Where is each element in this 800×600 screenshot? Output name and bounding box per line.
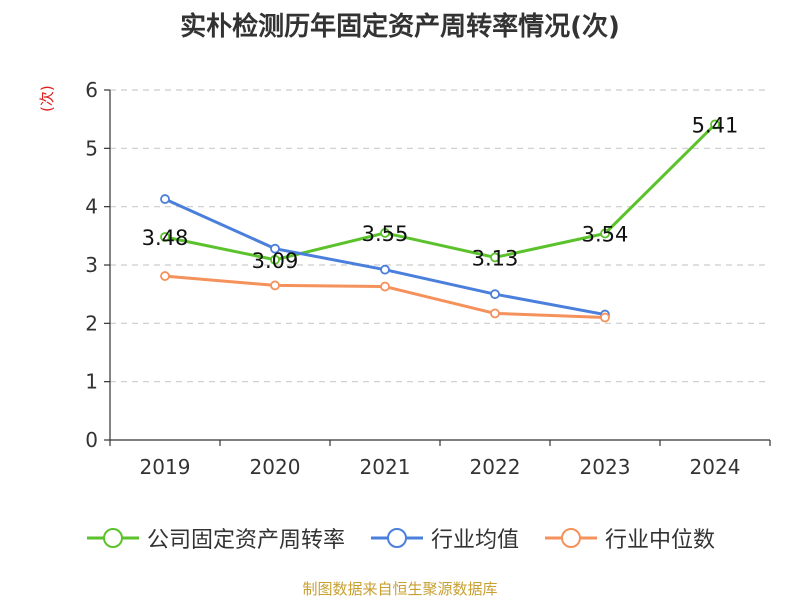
series-point-1 [160, 194, 170, 204]
legend-item[interactable]: 行业中位数 [543, 522, 715, 554]
y-tick-label: 2 [85, 311, 98, 335]
legend-marker-icon [370, 528, 423, 548]
series-point-2 [490, 308, 500, 319]
series-point-2 [600, 312, 610, 323]
series-point-1 [490, 289, 500, 300]
data-label: 3.55 [362, 222, 409, 246]
legend-marker-icon [86, 528, 139, 548]
y-tick-label: 1 [85, 370, 98, 394]
chart-title: 实朴检测历年固定资产周转率情况(次) [180, 12, 620, 42]
data-label: 3.13 [472, 246, 519, 270]
data-label: 3.48 [142, 226, 189, 250]
series-point-0 [160, 232, 170, 242]
y-tick-label: 3 [85, 253, 98, 277]
legend-item[interactable]: 公司固定资产周转率 [85, 522, 345, 554]
x-tick-label: 2022 [470, 455, 521, 479]
series-point-0 [270, 254, 280, 265]
series-line-0 [164, 123, 717, 262]
data-label: 5.41 [692, 113, 739, 137]
x-tick-label: 2019 [140, 455, 191, 479]
series-point-1 [270, 243, 280, 254]
x-tick-label: 2020 [250, 455, 301, 479]
x-tick-label: 2023 [580, 455, 631, 479]
y-tick-label: 0 [85, 428, 98, 452]
legend-label: 行业中位数 [605, 528, 716, 553]
series-point-2 [380, 281, 390, 292]
y-tick-label: 5 [85, 136, 98, 160]
series-point-2 [270, 280, 280, 291]
x-tick-label: 2024 [690, 455, 741, 479]
series-point-0 [600, 228, 610, 239]
series-line-1 [164, 197, 606, 317]
legend-marker-icon [545, 528, 597, 548]
legend-item[interactable]: 行业均值 [369, 522, 519, 554]
series-point-2 [160, 271, 170, 281]
series-point-0 [380, 228, 390, 238]
data-label: 3.54 [582, 223, 629, 247]
data-label: 3.09 [252, 249, 299, 273]
chart-legend: 公司固定资产周转率 行业均值 行业中位数 [0, 520, 800, 556]
source-note: 制图数据来自恒生聚源数据库 [302, 580, 498, 598]
series-point-0 [710, 119, 720, 130]
series-point-1 [380, 264, 390, 275]
x-tick-label: 2021 [360, 455, 411, 479]
series-point-0 [490, 252, 500, 263]
legend-label: 行业均值 [430, 528, 519, 553]
legend-label: 公司固定资产周转率 [146, 528, 345, 553]
y-tick-label: 6 [85, 78, 98, 102]
y-tick-label: 4 [85, 195, 98, 219]
